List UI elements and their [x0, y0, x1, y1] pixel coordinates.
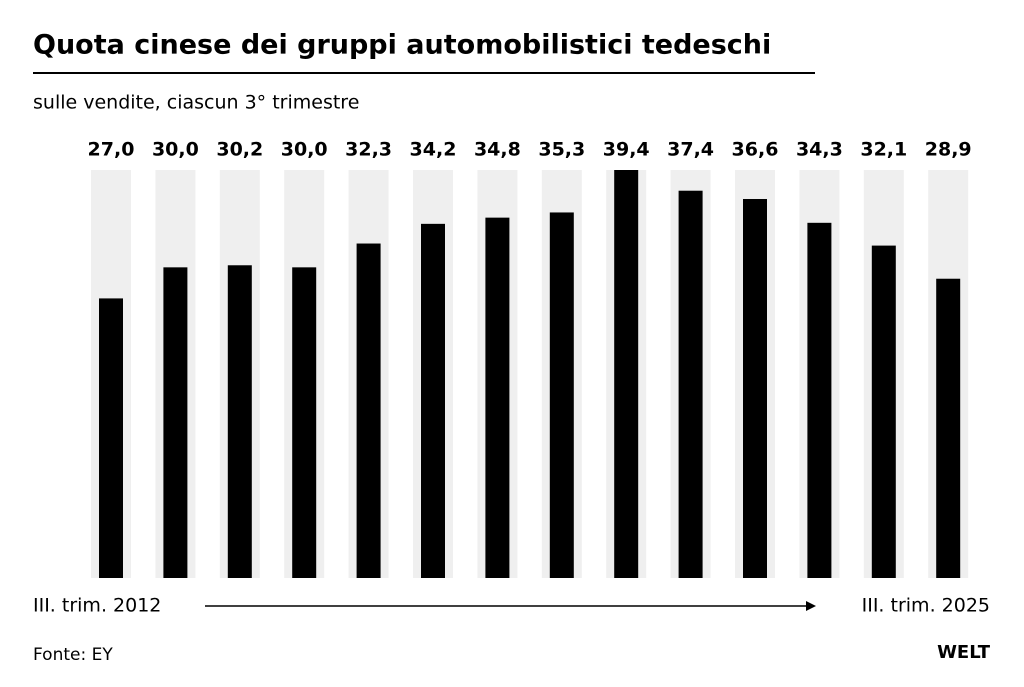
value-label: 37,4 [667, 139, 714, 161]
value-label: 34,8 [474, 139, 521, 161]
end-label: III. trim. 2025 [862, 595, 990, 617]
bar [614, 170, 639, 578]
value-label: 30,0 [152, 139, 199, 161]
chart-subtitle: sulle vendite, ciascun 3° trimestre [33, 92, 359, 114]
chart-title: Quota cinese dei gruppi automobilistici … [33, 30, 771, 61]
bar [163, 267, 188, 578]
bar [227, 265, 252, 578]
start-label: III. trim. 2012 [33, 595, 161, 617]
value-label: 30,2 [216, 139, 263, 161]
bar [485, 217, 510, 578]
value-label: 35,3 [538, 139, 585, 161]
bar [421, 223, 445, 578]
bar [743, 198, 767, 578]
bar [292, 267, 317, 578]
bar [807, 222, 832, 578]
bar [549, 212, 574, 578]
arrow-head [806, 601, 816, 611]
value-label: 32,3 [345, 139, 392, 161]
bar [356, 243, 381, 579]
bar [871, 245, 896, 578]
logo: WELT [937, 642, 991, 663]
value-label: 27,0 [88, 139, 135, 161]
value-label: 32,1 [860, 139, 907, 161]
value-label: 36,6 [732, 139, 779, 161]
source: Fonte: EY [33, 645, 113, 665]
value-label: 34,2 [410, 139, 457, 161]
bar [678, 190, 703, 578]
bar [936, 278, 961, 578]
value-label: 28,9 [925, 139, 972, 161]
value-label: 30,0 [281, 139, 328, 161]
bar [99, 298, 123, 578]
value-label: 34,3 [796, 139, 843, 161]
value-label: 39,4 [603, 139, 650, 161]
